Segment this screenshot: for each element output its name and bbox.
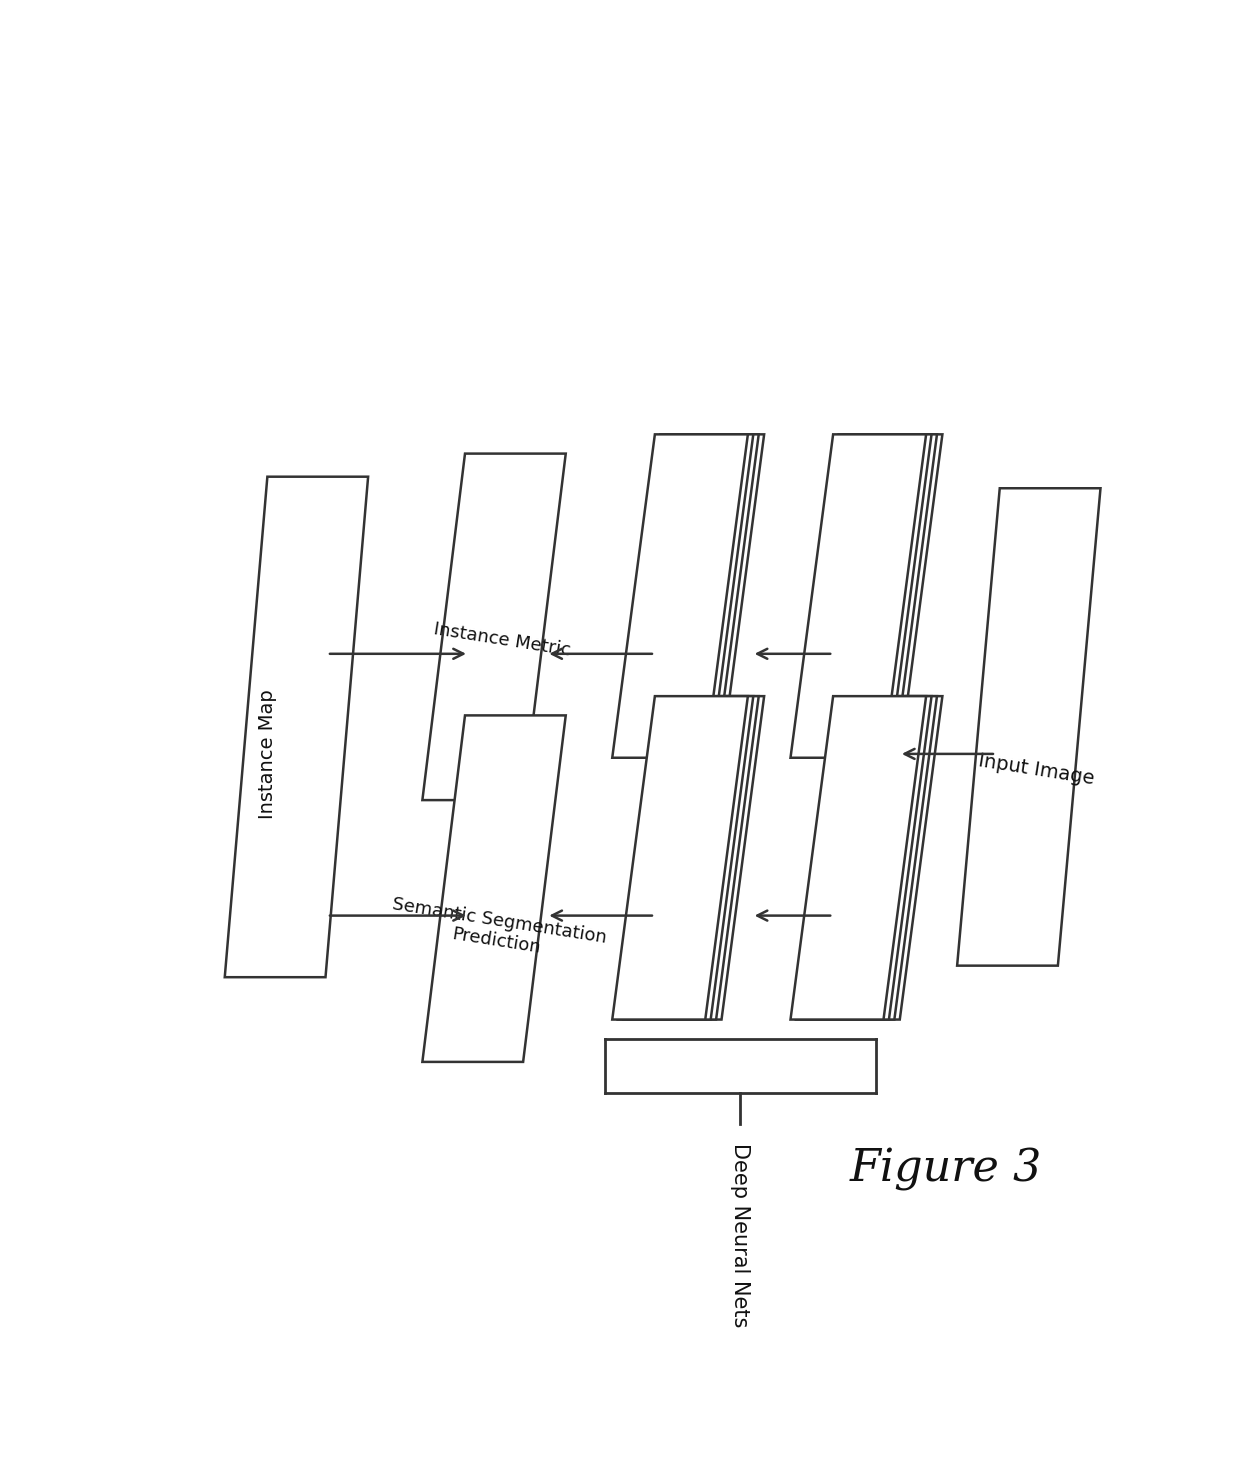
Polygon shape	[791, 697, 926, 1020]
Polygon shape	[957, 488, 1101, 966]
Text: Semantic Segmentation
Prediction: Semantic Segmentation Prediction	[388, 895, 608, 967]
Polygon shape	[618, 434, 753, 757]
Text: Input Image: Input Image	[977, 751, 1096, 788]
Polygon shape	[423, 454, 565, 800]
Polygon shape	[791, 434, 926, 757]
Polygon shape	[624, 697, 759, 1020]
Text: Figure 3: Figure 3	[849, 1148, 1042, 1191]
Polygon shape	[618, 697, 753, 1020]
Polygon shape	[624, 434, 759, 757]
Polygon shape	[807, 697, 942, 1020]
Polygon shape	[807, 434, 942, 757]
Polygon shape	[801, 434, 937, 757]
Polygon shape	[796, 434, 931, 757]
Polygon shape	[423, 716, 565, 1061]
Text: Instance Metric: Instance Metric	[432, 620, 572, 660]
Polygon shape	[629, 697, 764, 1020]
Polygon shape	[224, 476, 368, 978]
Polygon shape	[629, 434, 764, 757]
Polygon shape	[613, 434, 748, 757]
Polygon shape	[796, 697, 931, 1020]
Polygon shape	[613, 697, 748, 1020]
Polygon shape	[801, 697, 937, 1020]
Text: Instance Map: Instance Map	[258, 689, 277, 819]
Text: Deep Neural Nets: Deep Neural Nets	[730, 1142, 750, 1327]
